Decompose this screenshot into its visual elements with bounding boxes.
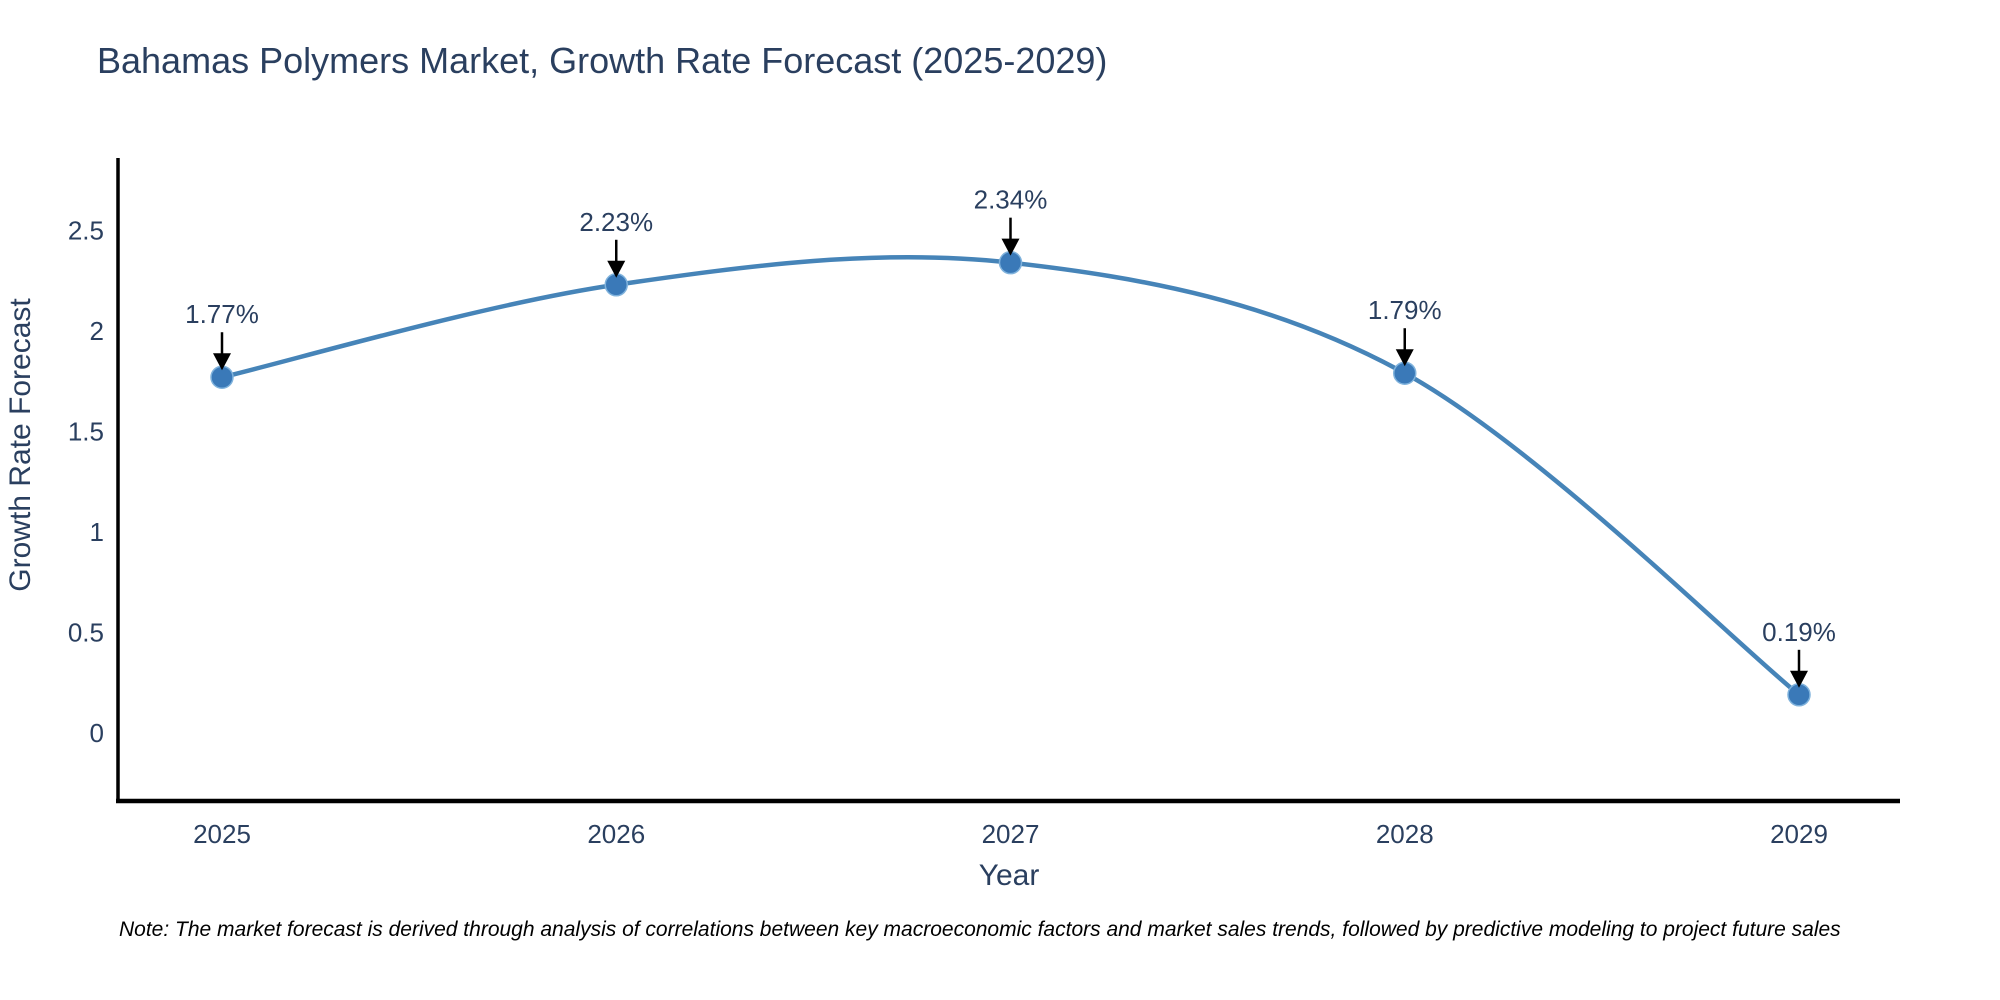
annotation-arrow-head (607, 260, 626, 278)
y-axis-title: Growth Rate Forecast (4, 298, 37, 592)
annotation-label: 0.19% (1762, 617, 1836, 647)
y-tick-label: 1 (90, 517, 104, 547)
annotation-label: 1.79% (1368, 295, 1442, 325)
x-tick-label: 2026 (587, 819, 645, 849)
x-tick-label: 2029 (1770, 819, 1828, 849)
annotation-label: 1.77% (185, 299, 259, 329)
annotation-label: 2.23% (579, 207, 653, 237)
y-tick-label: 0.5 (68, 618, 104, 648)
annotation-arrow-head (1790, 670, 1808, 688)
y-tick-label: 2.5 (68, 216, 104, 246)
y-tick-label: 0 (90, 718, 104, 748)
y-tick-label: 1.5 (68, 417, 104, 447)
annotation-arrow-head (1395, 349, 1414, 367)
trend-line (219, 254, 1802, 698)
x-tick-label: 2025 (193, 819, 251, 849)
x-tick-label: 2028 (1376, 819, 1434, 849)
annotation-label: 2.34% (974, 185, 1048, 215)
annotation-arrow-head (1001, 238, 1020, 256)
y-tick-label: 2 (90, 316, 104, 346)
annotation-arrow-head (213, 353, 231, 371)
x-axis-title: Year (979, 859, 1040, 892)
chart-title: Bahamas Polymers Market, Growth Rate For… (97, 40, 1108, 81)
x-tick-label: 2027 (982, 819, 1040, 849)
footnote: Note: The market forecast is derived thr… (119, 918, 1841, 941)
